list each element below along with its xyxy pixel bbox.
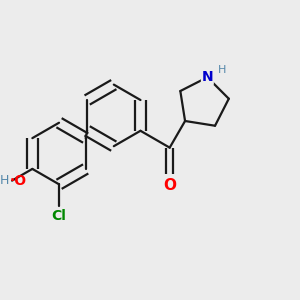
Text: ·O: ·O xyxy=(10,174,27,188)
Text: N: N xyxy=(202,70,213,84)
Text: H: H xyxy=(218,65,226,75)
Text: Cl: Cl xyxy=(52,209,67,223)
Text: O: O xyxy=(163,178,176,193)
Text: H: H xyxy=(0,174,9,187)
